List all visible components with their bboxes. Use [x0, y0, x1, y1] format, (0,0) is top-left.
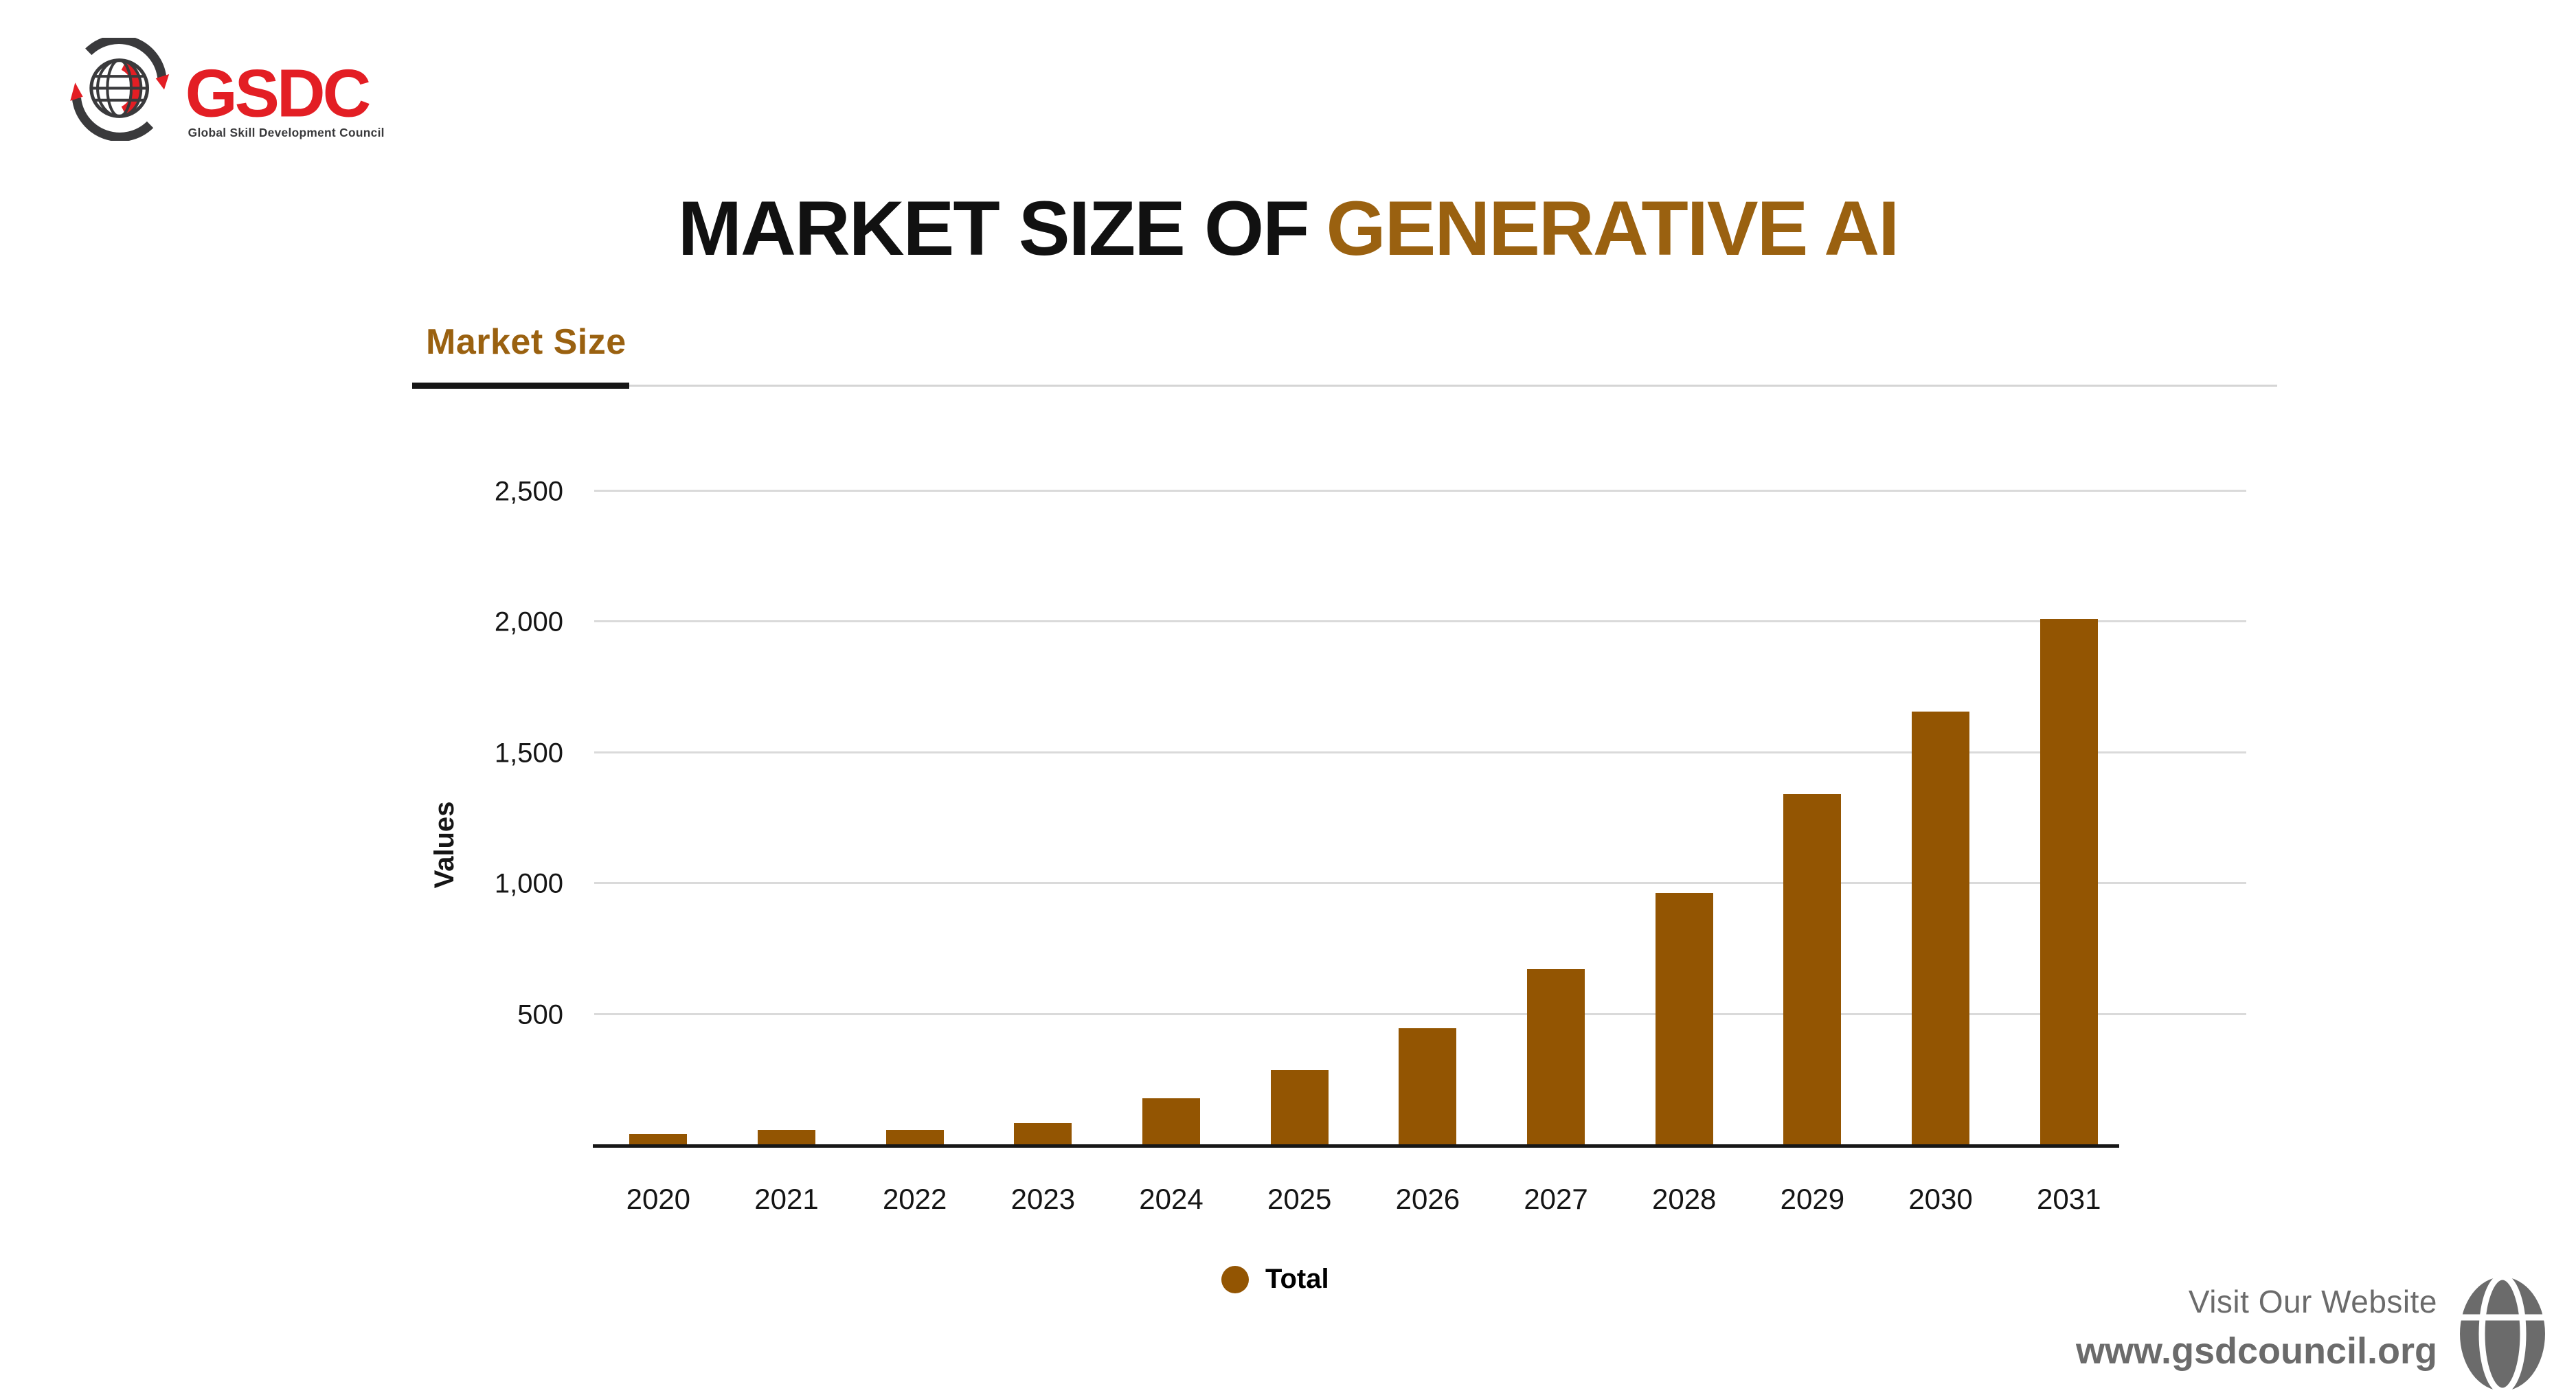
y-axis-title: Values	[429, 801, 460, 889]
footer: Visit Our Website www.gsdcouncil.org	[1613, 1283, 2437, 1372]
website-globe-icon	[2458, 1273, 2547, 1395]
bar-slot-2025	[1235, 490, 1364, 1144]
bar-2028[interactable]	[1655, 893, 1713, 1144]
page-title-highlight: GENERATIVE AI	[1326, 185, 1900, 271]
x-tick-2024: 2024	[1139, 1183, 1204, 1215]
page-title: MARKET SIZE OF GENERATIVE AI	[0, 184, 2576, 273]
bar-2029[interactable]	[1783, 793, 1842, 1144]
y-tick-2500: 2,500	[494, 476, 563, 507]
tab-active-underline	[412, 383, 629, 389]
x-tick-2020: 2020	[626, 1183, 691, 1215]
bar-slot-2026	[1364, 490, 1492, 1144]
y-tick-1000: 1,000	[494, 868, 563, 899]
bar-2021[interactable]	[758, 1130, 815, 1144]
bar-series-total	[594, 490, 2133, 1144]
x-axis-line	[593, 1144, 2119, 1148]
y-tick-1500: 1,500	[494, 738, 563, 769]
gridline-1500	[594, 751, 2246, 753]
page-title-prefix: MARKET SIZE OF	[677, 185, 1310, 271]
bar-slot-2022	[850, 490, 979, 1144]
x-tick-2030: 2030	[1908, 1183, 1973, 1215]
x-tick-2028: 2028	[1651, 1183, 1717, 1215]
logo-tagline: Global Skill Development Council	[188, 126, 385, 139]
bar-2031[interactable]	[2040, 618, 2098, 1144]
bar-slot-2024	[1107, 490, 1236, 1144]
footer-visit-text: Visit Our Website	[2188, 1284, 2437, 1319]
x-tick-2021: 2021	[754, 1183, 819, 1215]
x-tick-2025: 2025	[1267, 1183, 1332, 1215]
y-axis-tick-labels: 500 1,000 1,500 2,000 2,500	[371, 477, 563, 1146]
bar-slot-2030	[1877, 490, 2005, 1144]
bar-2022[interactable]	[885, 1129, 944, 1144]
x-axis-tick-labels: 2020 2021 2022 2023 2024 2025 2026 2027 2028 2029…	[594, 1183, 2133, 1216]
y-tick-500: 500	[517, 999, 563, 1030]
bar-slot-2028	[1620, 490, 1748, 1144]
bar-slot-2023	[979, 490, 1107, 1144]
legend-marker-icon	[1221, 1265, 1249, 1293]
bar-slot-2020	[594, 490, 723, 1144]
bar-2026[interactable]	[1399, 1028, 1457, 1144]
gridline-500	[594, 1012, 2246, 1015]
bar-2024[interactable]	[1142, 1098, 1201, 1144]
bar-slot-2031	[2004, 490, 2133, 1144]
gridline-1000	[594, 882, 2246, 885]
gsdc-logo: GSDC Global Skill Development Council	[69, 34, 398, 142]
legend-label: Total	[1265, 1264, 1329, 1294]
plot-area	[594, 490, 2246, 1146]
legend-item-total[interactable]: Total	[1221, 1264, 1329, 1295]
bar-2030[interactable]	[1912, 711, 1970, 1144]
x-tick-2027: 2027	[1524, 1183, 1588, 1215]
globe-icon	[70, 34, 170, 142]
bar-2027[interactable]	[1527, 968, 1585, 1144]
y-tick-2000: 2,000	[494, 606, 563, 637]
gsdc-logo-icon: GSDC Global Skill Development Council	[70, 34, 385, 142]
gridline-2500	[594, 490, 2246, 492]
x-tick-2031: 2031	[2037, 1183, 2101, 1215]
bar-2023[interactable]	[1014, 1122, 1072, 1144]
logo-wordmark: GSDC	[185, 55, 370, 131]
bar-2020[interactable]	[629, 1133, 688, 1144]
bar-slot-2029	[1748, 490, 1877, 1144]
gridline-2000	[594, 620, 2246, 623]
x-tick-2026: 2026	[1395, 1183, 1460, 1215]
tab-track-line	[412, 385, 2277, 387]
bar-2025[interactable]	[1270, 1070, 1329, 1144]
footer-website-link[interactable]: www.gsdcouncil.org	[2075, 1330, 2437, 1372]
bar-slot-2021	[723, 490, 851, 1144]
x-tick-2023: 2023	[1010, 1183, 1076, 1215]
bar-slot-2027	[1492, 490, 1620, 1144]
x-tick-2029: 2029	[1780, 1183, 1845, 1215]
tab-market-size[interactable]: Market Size	[426, 322, 626, 362]
x-tick-2022: 2022	[882, 1183, 947, 1215]
